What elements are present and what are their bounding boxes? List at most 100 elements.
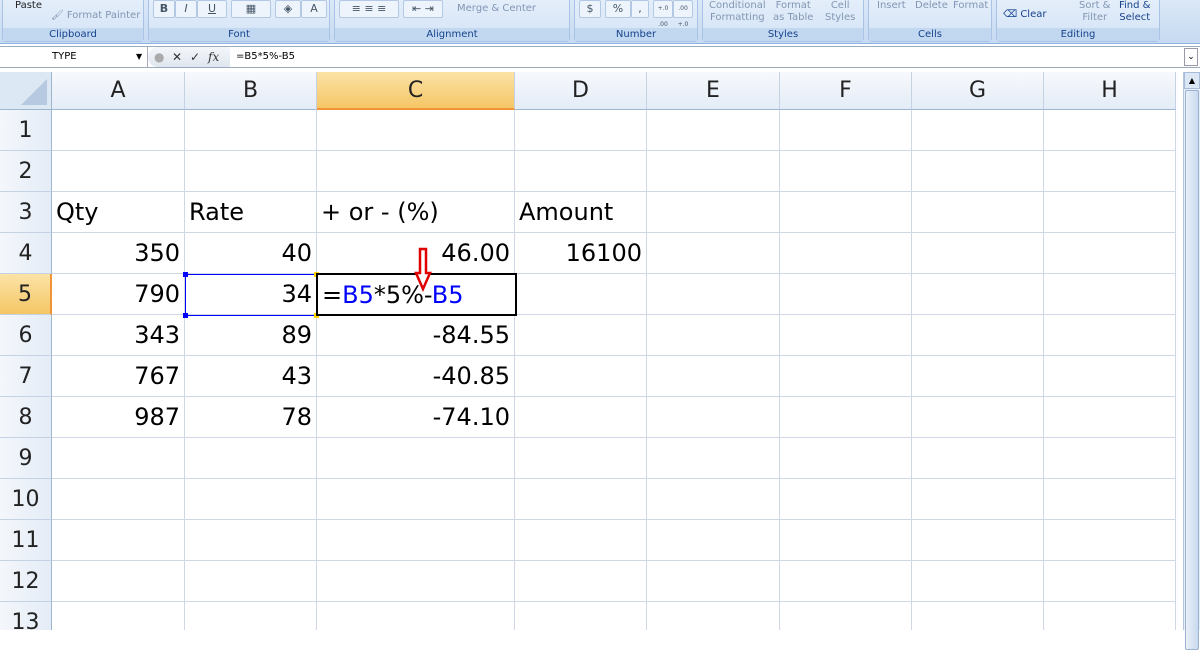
cell-g5[interactable] [912, 274, 1044, 315]
delete-button[interactable]: Delete [915, 0, 948, 11]
cell-e3[interactable] [647, 192, 780, 233]
formula-input[interactable]: =B5*5%-B5 [236, 51, 295, 62]
cell-f4[interactable] [780, 233, 912, 274]
reference-handle[interactable] [183, 272, 188, 277]
cell-d12[interactable] [515, 561, 647, 602]
cell-c12[interactable] [317, 561, 515, 602]
cell-f3[interactable] [780, 192, 912, 233]
row-header-12[interactable]: 12 [0, 561, 52, 602]
cell-a9[interactable] [52, 438, 185, 479]
cell-d9[interactable] [515, 438, 647, 479]
cell-b7[interactable]: 43 [185, 356, 317, 397]
cell-a11[interactable] [52, 520, 185, 561]
cell-h1[interactable] [1044, 110, 1176, 151]
cell-e7[interactable] [647, 356, 780, 397]
underline-button[interactable]: U [197, 0, 227, 18]
column-header-c[interactable]: C [317, 72, 515, 110]
paste-button[interactable]: Paste [15, 0, 42, 11]
font-color-button[interactable]: A [301, 0, 327, 18]
insert-function-icon[interactable]: fx [208, 50, 220, 64]
cell-g3[interactable] [912, 192, 1044, 233]
italic-button[interactable]: I [175, 0, 197, 18]
cell-f12[interactable] [780, 561, 912, 602]
cell-h8[interactable] [1044, 397, 1176, 438]
cell-d6[interactable] [515, 315, 647, 356]
currency-button[interactable]: $ [579, 0, 601, 18]
row-header-10[interactable]: 10 [0, 479, 52, 520]
cell-e12[interactable] [647, 561, 780, 602]
cell-d4[interactable]: 16100 [515, 233, 647, 274]
sort-filter-button[interactable]: Sort & Filter [1079, 0, 1110, 24]
cell-b9[interactable] [185, 438, 317, 479]
resize-handle-icon[interactable]: ● [154, 50, 165, 64]
cell-c11[interactable] [317, 520, 515, 561]
cell-a4[interactable]: 350 [52, 233, 185, 274]
cell-e11[interactable] [647, 520, 780, 561]
cell-d7[interactable] [515, 356, 647, 397]
increase-decimal-button[interactable]: +.0 .00 [653, 0, 673, 28]
find-select-button[interactable]: Find & Select [1119, 0, 1150, 24]
cell-e10[interactable] [647, 479, 780, 520]
column-header-h[interactable]: H [1044, 72, 1176, 110]
row-header-6[interactable]: 6 [0, 315, 52, 356]
cell-h12[interactable] [1044, 561, 1176, 602]
row-header-11[interactable]: 11 [0, 520, 52, 561]
cell-d10[interactable] [515, 479, 647, 520]
cell-d5[interactable] [515, 274, 647, 315]
indent-buttons[interactable]: ⇤ ⇥ [403, 0, 443, 18]
cell-c5[interactable]: =B5*5%-B5 [316, 273, 517, 316]
decrease-decimal-button[interactable]: .00 +.0 [673, 0, 693, 28]
cell-h7[interactable] [1044, 356, 1176, 397]
cell-c6[interactable]: -84.55 [317, 315, 515, 356]
cell-f5[interactable] [780, 274, 912, 315]
cell-c1[interactable] [317, 110, 515, 151]
scroll-thumb[interactable] [1185, 90, 1199, 650]
row-header-9[interactable]: 9 [0, 438, 52, 479]
cell-h2[interactable] [1044, 151, 1176, 192]
cell-h5[interactable] [1044, 274, 1176, 315]
cell-h4[interactable] [1044, 233, 1176, 274]
cell-h9[interactable] [1044, 438, 1176, 479]
cell-c13[interactable] [317, 602, 515, 630]
cell-a6[interactable]: 343 [52, 315, 185, 356]
cell-b4[interactable]: 40 [185, 233, 317, 274]
format-as-table-button[interactable]: Format as Table [773, 0, 813, 24]
name-box-dropdown-icon[interactable]: ▼ [136, 52, 143, 61]
cancel-icon[interactable]: ✕ [172, 50, 183, 64]
cell-d3[interactable]: Amount [515, 192, 647, 233]
cell-g6[interactable] [912, 315, 1044, 356]
format-button[interactable]: Format [953, 0, 989, 11]
cell-a3[interactable]: Qty [52, 192, 185, 233]
cell-e2[interactable] [647, 151, 780, 192]
cell-e4[interactable] [647, 233, 780, 274]
cell-g12[interactable] [912, 561, 1044, 602]
cell-b10[interactable] [185, 479, 317, 520]
vertical-scrollbar[interactable]: ▲ [1183, 72, 1200, 650]
bold-button[interactable]: B [153, 0, 175, 18]
cell-a10[interactable] [52, 479, 185, 520]
cell-f13[interactable] [780, 602, 912, 630]
cell-f1[interactable] [780, 110, 912, 151]
cell-g4[interactable] [912, 233, 1044, 274]
column-header-a[interactable]: A [52, 72, 185, 110]
cell-h3[interactable] [1044, 192, 1176, 233]
cell-f2[interactable] [780, 151, 912, 192]
cell-e5[interactable] [647, 274, 780, 315]
select-all-button[interactable] [0, 72, 52, 110]
cell-h6[interactable] [1044, 315, 1176, 356]
row-header-7[interactable]: 7 [0, 356, 52, 397]
column-header-d[interactable]: D [515, 72, 647, 110]
enter-icon[interactable]: ✓ [190, 50, 201, 64]
column-header-e[interactable]: E [647, 72, 780, 110]
column-header-f[interactable]: F [780, 72, 912, 110]
row-header-4[interactable]: 4 [0, 233, 52, 274]
cell-f10[interactable] [780, 479, 912, 520]
cell-h10[interactable] [1044, 479, 1176, 520]
row-header-5[interactable]: 5 [0, 274, 52, 315]
cell-a8[interactable]: 987 [52, 397, 185, 438]
cell-h13[interactable] [1044, 602, 1176, 630]
cell-c2[interactable] [317, 151, 515, 192]
cell-g1[interactable] [912, 110, 1044, 151]
comma-button[interactable]: , [631, 0, 649, 18]
reference-handle[interactable] [183, 313, 188, 318]
